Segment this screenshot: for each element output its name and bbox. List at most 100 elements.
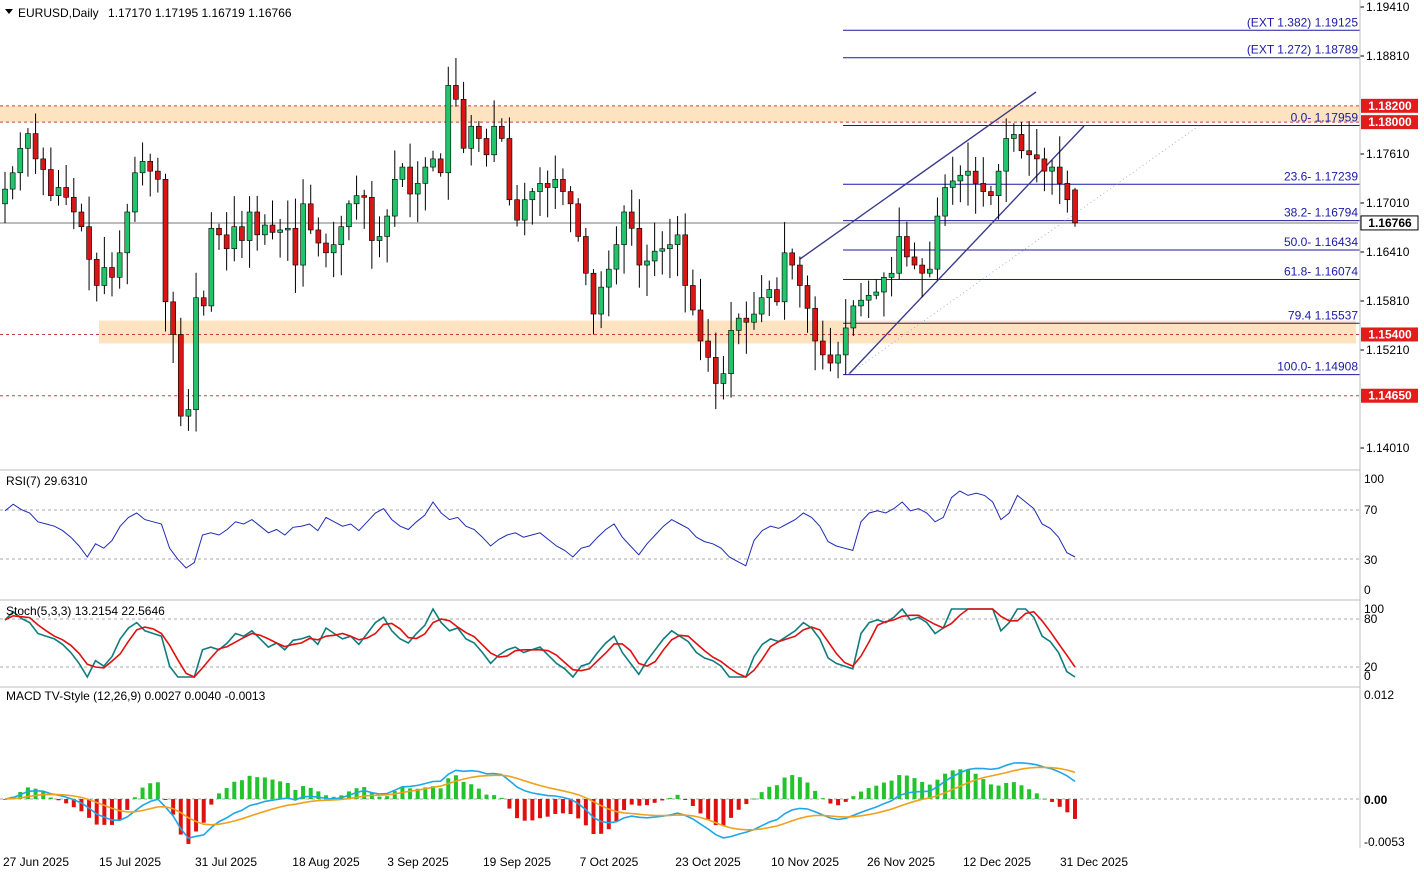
candle-body — [605, 268, 612, 288]
macd-histogram-bar — [186, 799, 191, 844]
candle-body — [315, 229, 322, 244]
support-resistance-zones — [0, 105, 1360, 397]
channel-upper-line[interactable] — [799, 91, 1037, 260]
macd-histogram-bar — [706, 799, 711, 820]
candle-body — [712, 357, 719, 384]
price-zone[interactable] — [0, 105, 1360, 123]
stoch-level-80: 80 — [1364, 612, 1378, 626]
candle-body — [766, 289, 773, 299]
candle-body — [330, 244, 337, 254]
fib-level-label: 61.8- 1.16074 — [1284, 264, 1358, 278]
macd-histogram-bar — [889, 780, 894, 799]
candle-body — [498, 125, 505, 139]
fib-level-label: (EXT 1.382) 1.19125 — [1247, 15, 1359, 29]
candle-body — [9, 172, 16, 190]
candle-body — [720, 373, 727, 384]
price-tick-label: 1.15810 — [1366, 294, 1410, 308]
candle-body — [873, 291, 880, 296]
candle-body — [881, 277, 887, 293]
candle-body — [369, 196, 375, 241]
candle-body — [1026, 150, 1032, 156]
macd-histogram-bar — [576, 799, 581, 819]
candle-body — [1072, 189, 1078, 224]
candle-body — [25, 133, 31, 149]
macd-histogram-bar — [1057, 799, 1062, 807]
price-level-badge — [1361, 327, 1418, 342]
macd-histogram-bar — [1019, 785, 1024, 799]
candle-body — [185, 409, 192, 417]
price-tick-label: 1.18810 — [1366, 49, 1410, 63]
macd-histogram-bar — [362, 787, 367, 799]
candle-body — [162, 179, 169, 303]
macd-line — [4, 762, 1076, 840]
macd-histogram-bar — [25, 787, 30, 799]
macd-histogram-bar — [790, 775, 795, 799]
macd-histogram-bar — [453, 775, 458, 799]
candle-body — [300, 203, 306, 266]
collapse-arrow-icon[interactable] — [5, 9, 13, 14]
candle-body — [544, 183, 551, 188]
candle-body — [896, 236, 903, 274]
macd-histogram-bar — [973, 773, 978, 799]
candle-body — [307, 203, 314, 231]
candle-body — [422, 166, 429, 184]
macd-histogram-bar — [1050, 799, 1055, 802]
macd-histogram-bar — [408, 788, 413, 799]
candle-body — [819, 340, 826, 356]
candle-body — [407, 166, 413, 195]
macd-histogram-bar — [461, 781, 466, 799]
candle-body — [598, 286, 604, 315]
macd-histogram-bar — [239, 780, 244, 799]
candle-body — [269, 224, 276, 233]
macd-histogram-bar — [683, 799, 688, 800]
macd-histogram-bar — [1027, 789, 1032, 799]
candle-body — [835, 354, 841, 364]
candle-body — [277, 229, 283, 233]
candle-body — [346, 203, 352, 227]
macd-histogram-bar — [828, 799, 833, 804]
macd-histogram-bar — [56, 799, 61, 801]
candle-body — [2, 188, 8, 205]
macd-histogram-bar — [125, 799, 130, 810]
price-level-text: 1.18200 — [1368, 99, 1412, 113]
candle-body — [965, 170, 971, 176]
macd-level-top: 0.012 — [1364, 688, 1394, 702]
candle-body — [384, 215, 390, 237]
macd-histogram-bar — [813, 790, 818, 799]
fibonacci-retracement[interactable]: (EXT 1.382) 1.19125 (EXT 1.272) 1.18789 0.… — [843, 15, 1360, 376]
stochastic-pane: 100 80 20 0 Stoch(5,3,3) 13.2154 22.5646 — [0, 602, 1384, 683]
macd-histogram-bar — [729, 799, 734, 818]
candle-body — [40, 158, 47, 170]
macd-histogram-bar — [301, 786, 306, 799]
macd-histogram-bar — [316, 791, 321, 799]
candle-body — [70, 196, 77, 213]
candle-body — [988, 191, 994, 196]
macd-histogram-bar — [782, 777, 787, 799]
macd-histogram-bar — [805, 782, 810, 799]
macd-histogram-bar — [278, 781, 283, 799]
candle-body — [292, 228, 299, 266]
fib-level-label: 50.0- 1.16434 — [1284, 235, 1358, 249]
fib-level-label: 79.4 1.15537 — [1288, 308, 1358, 322]
macd-histogram-bar — [469, 784, 474, 799]
fib-level-label: 38.2- 1.16794 — [1284, 206, 1358, 220]
macd-histogram-bar — [774, 785, 779, 799]
candle-body — [804, 285, 811, 309]
candle-body — [453, 85, 459, 100]
macd-histogram-bar — [1042, 798, 1047, 800]
candle-body — [170, 301, 176, 335]
candle-body — [651, 250, 658, 262]
macd-histogram-bar — [110, 799, 114, 825]
time-axis-label: 12 Dec 2025 — [963, 855, 1031, 869]
candle-body — [109, 267, 115, 278]
price-zone[interactable] — [99, 320, 1356, 344]
price-tick-label: 1.14010 — [1366, 441, 1410, 455]
macd-histogram-bar — [308, 787, 313, 799]
macd-histogram-bar — [721, 799, 726, 826]
price-level-text: 1.14650 — [1368, 389, 1412, 403]
macd-histogram-bar — [270, 779, 275, 799]
candle-body — [361, 195, 368, 198]
macd-histogram-bar — [744, 799, 749, 805]
candle-body — [583, 236, 589, 274]
